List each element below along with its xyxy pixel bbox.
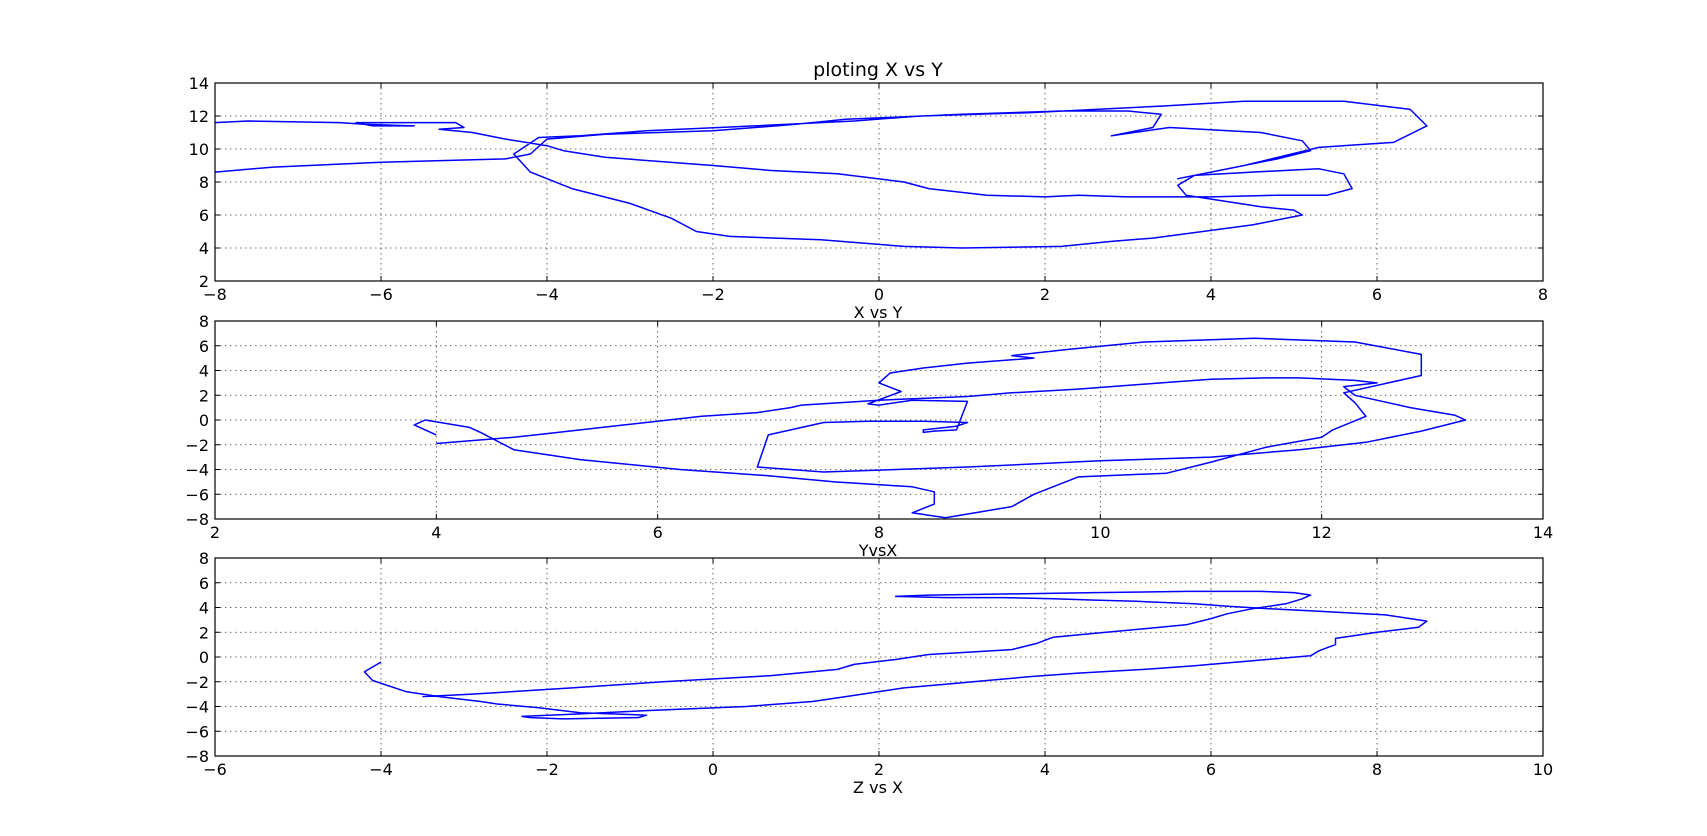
y-tick-label: 4 <box>199 239 209 258</box>
series-line <box>413 337 1467 519</box>
x-tick-label: 0 <box>708 760 718 779</box>
y-tick-label: −2 <box>185 673 209 692</box>
x-tick-labels: −8 −6 −4 −2 0 2 4 6 8 <box>203 285 1548 304</box>
x-tick-label: −6 <box>369 285 393 304</box>
tick-marks <box>214 320 1544 520</box>
series-lines <box>413 337 1467 519</box>
x-tick-label: 2 <box>874 760 884 779</box>
x-tick-label: −4 <box>535 285 559 304</box>
x-tick-label: 4 <box>1206 285 1216 304</box>
y-tick-label: −8 <box>185 747 209 766</box>
x-tick-labels: −6 −4 −2 0 2 4 6 8 10 <box>203 760 1553 779</box>
y-tick-label: −4 <box>185 698 209 717</box>
x-axis-label: YvsX <box>858 541 898 560</box>
x-tick-label: 8 <box>874 523 884 542</box>
x-tick-label: 4 <box>1040 760 1050 779</box>
x-tick-label: 10 <box>1533 760 1553 779</box>
x-tick-label: 6 <box>1372 285 1382 304</box>
series-lines <box>363 590 1428 720</box>
y-tick-label: 4 <box>199 362 209 381</box>
x-tick-labels: 2 4 6 8 10 12 14 <box>210 523 1553 542</box>
panel-y-vs-x: 2 4 6 8 10 12 14 −8 −6 −4 −2 0 2 4 6 8 YvsX <box>185 312 1553 560</box>
panel-x-vs-y: ploting X vs Y −8 −6 −4 −2 0 2 4 6 8 2468101214 … <box>189 59 1548 322</box>
y-tick-labels: −8 −6 −4 −2 0 2 4 6 8 <box>185 549 209 766</box>
chart-title: ploting X vs Y <box>813 59 943 81</box>
y-tick-label: −4 <box>185 461 209 480</box>
grid-lines <box>215 321 1543 519</box>
y-tick-label: −6 <box>185 485 209 504</box>
series-line <box>363 590 1428 720</box>
x-tick-label: −6 <box>203 760 227 779</box>
x-tick-label: −2 <box>535 760 559 779</box>
x-tick-label: 14 <box>1533 523 1553 542</box>
x-tick-label: 0 <box>874 285 884 304</box>
y-tick-label: −2 <box>185 436 209 455</box>
y-tick-label: 2 <box>199 386 209 405</box>
x-axis-label: X vs Y <box>854 303 903 322</box>
x-tick-label: −2 <box>701 285 725 304</box>
y-tick-label: 8 <box>199 549 209 568</box>
x-axis-label: Z vs X <box>853 778 903 797</box>
x-tick-label: 8 <box>1372 760 1382 779</box>
y-tick-labels: −8 −6 −4 −2 0 2 4 6 8 <box>185 312 209 529</box>
x-tick-label: −4 <box>369 760 393 779</box>
y-tick-label: 2 <box>199 272 209 291</box>
x-tick-label: −8 <box>203 285 227 304</box>
x-tick-label: 6 <box>1206 760 1216 779</box>
y-tick-label: 6 <box>199 206 209 225</box>
y-tick-label: 10 <box>189 140 209 159</box>
y-tick-label: 8 <box>199 312 209 331</box>
grid-lines <box>215 558 1543 756</box>
x-tick-label: 2 <box>1040 285 1050 304</box>
y-tick-label: 14 <box>189 74 209 93</box>
y-tick-labels: 2 4 6 8 10 12 14 <box>189 74 209 291</box>
series-line <box>214 100 1428 249</box>
series-lines <box>214 100 1428 249</box>
tick-marks <box>214 557 1544 757</box>
y-tick-label: 8 <box>199 173 209 192</box>
x-tick-label: 2 <box>210 523 220 542</box>
y-tick-label: 6 <box>199 337 209 356</box>
y-tick-label: 2 <box>199 623 209 642</box>
y-tick-label: 6 <box>199 574 209 593</box>
y-tick-label: 4 <box>199 599 209 618</box>
y-tick-label: −6 <box>185 722 209 741</box>
x-tick-label: 8 <box>1538 285 1548 304</box>
x-tick-label: 10 <box>1090 523 1110 542</box>
y-tick-label: 12 <box>189 107 209 126</box>
x-tick-label: 6 <box>653 523 663 542</box>
grid-lines <box>215 83 1543 281</box>
x-tick-label: 4 <box>431 523 441 542</box>
y-tick-label: 0 <box>199 648 209 667</box>
x-tick-label: 12 <box>1311 523 1331 542</box>
tick-marks <box>214 82 1544 282</box>
y-tick-label: −8 <box>185 510 209 529</box>
y-tick-label: 0 <box>199 411 209 430</box>
